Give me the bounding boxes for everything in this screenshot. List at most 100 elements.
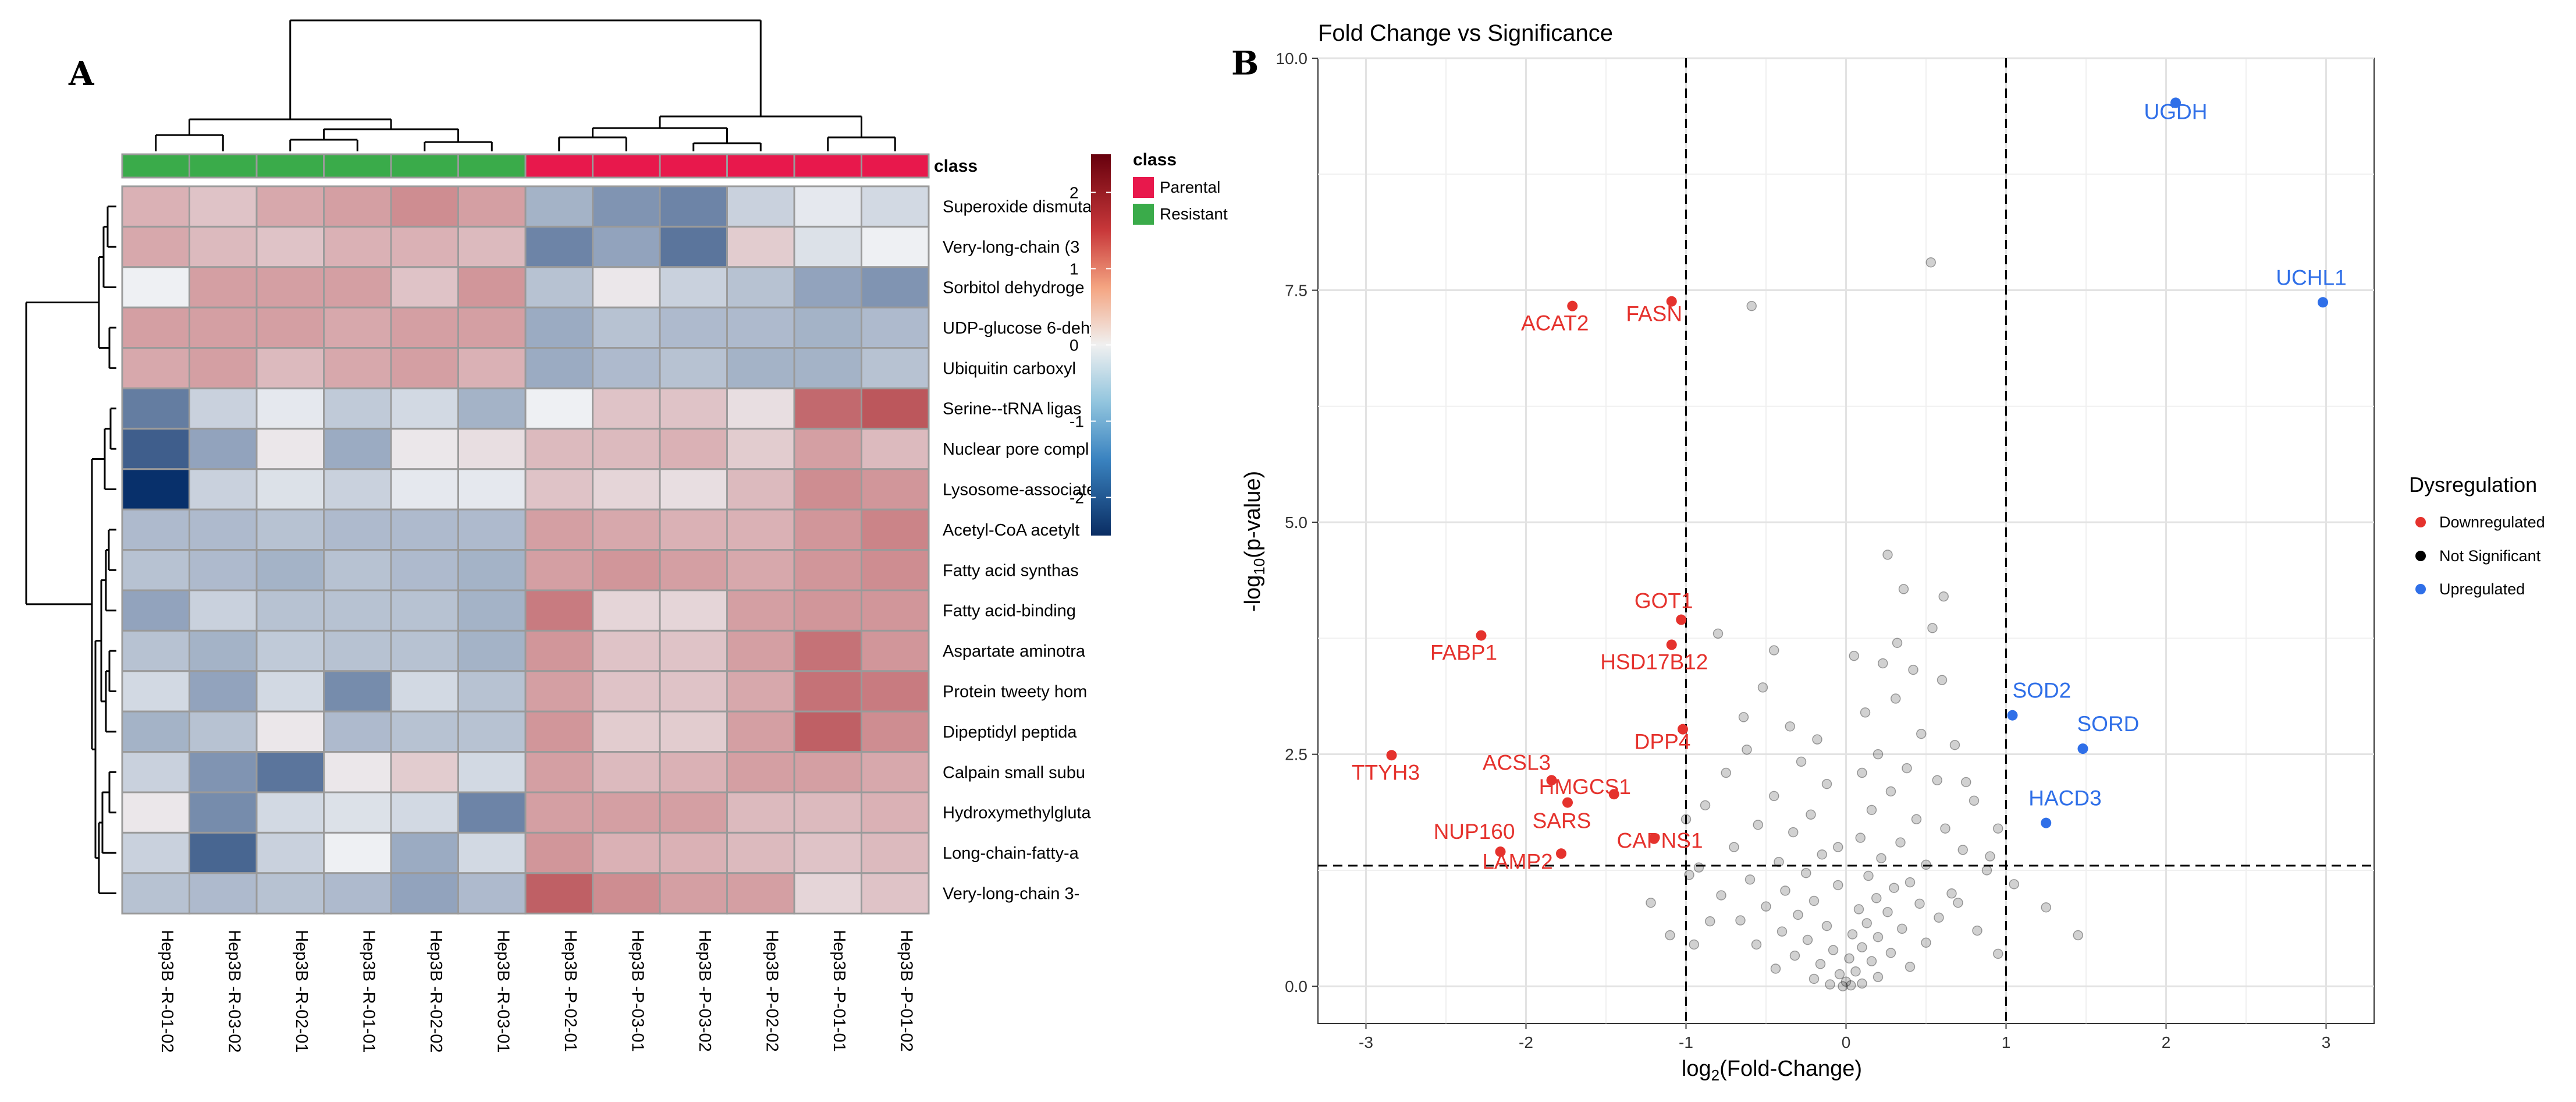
heatmap-cell	[861, 508, 930, 551]
heatmap-cell	[726, 589, 795, 632]
heatmap-cell	[189, 751, 258, 793]
point-dpp4	[1678, 724, 1688, 735]
point-not-significant	[1866, 805, 1877, 816]
heatmap-cell	[323, 185, 392, 228]
point-not-significant	[1932, 775, 1942, 786]
heatmap-cell	[659, 347, 728, 389]
point-not-significant	[1665, 930, 1675, 941]
heatmap-cell	[726, 508, 795, 551]
heatmap-cell	[861, 225, 930, 268]
heatmap-cell	[861, 185, 930, 228]
legend-label-not-significant: Not Significant	[2439, 547, 2541, 565]
point-not-significant	[1873, 972, 1884, 983]
point-not-significant	[1898, 584, 1909, 594]
heatmap-cell	[524, 629, 594, 672]
heatmap-cell	[524, 549, 594, 591]
point-ttyh3	[1386, 750, 1397, 761]
point-not-significant	[1705, 916, 1715, 927]
heatmap-cell	[861, 266, 930, 309]
point-not-significant	[1863, 870, 1874, 881]
heatmap-cell	[121, 266, 190, 309]
heatmap-cell	[390, 549, 459, 591]
heatmap-cell	[457, 710, 527, 753]
heatmap-cell	[189, 427, 258, 470]
legend-dot-not-significant	[2415, 551, 2426, 561]
heatmap-cell	[592, 387, 661, 430]
heatmap-cell	[726, 629, 795, 672]
class-bar-label: class	[934, 157, 978, 176]
heatmap-row-label: Sorbitol dehydroge	[943, 279, 1084, 297]
volcano-title: Fold Change vs Significance	[1318, 20, 1613, 46]
point-not-significant	[1776, 926, 1788, 937]
heatmap-row-label: Very-long-chain 3-	[943, 885, 1079, 903]
heatmap-cell	[861, 589, 930, 632]
point-not-significant	[1860, 707, 1871, 718]
point-not-significant	[1825, 979, 1835, 990]
point-not-significant	[1873, 749, 1884, 760]
class-bar-cell-resistant	[255, 153, 325, 179]
heatmap-row-label: Serine--tRNA ligas	[943, 400, 1082, 419]
point-not-significant	[1937, 675, 1948, 685]
point-not-significant	[1693, 862, 1704, 873]
heatmap-cell	[592, 427, 661, 470]
point-not-significant	[1738, 712, 1749, 722]
point-not-significant	[1840, 976, 1852, 987]
heatmap-cell	[793, 751, 862, 793]
heatmap-cell	[524, 387, 594, 430]
heatmap-cell	[457, 347, 527, 389]
heatmap-cell	[793, 831, 862, 874]
heatmap-cell	[189, 831, 258, 874]
point-fasn	[1666, 296, 1677, 307]
heatmap-cell	[323, 872, 392, 915]
panel-letter-b: B	[1231, 44, 1259, 83]
heatmap-cell	[457, 225, 527, 268]
heatmap-cell	[457, 872, 527, 915]
heatmap-row-label: Dipeptidyl peptida	[943, 723, 1077, 742]
heatmap-cell	[323, 629, 392, 672]
class-bar-cell-parental	[861, 153, 930, 179]
heatmap-row-label: Nuclear pore compl	[943, 440, 1089, 459]
heatmap-cell	[726, 670, 795, 713]
heatmap-column-label: Hep3B -P-01-02	[897, 930, 915, 1052]
heatmap-row-label: Aspartate aminotra	[943, 642, 1086, 661]
heatmap-cell	[726, 306, 795, 349]
class-bar-cell-parental	[592, 153, 661, 179]
point-not-significant	[1746, 300, 1757, 311]
gene-label-sod2: SOD2	[2013, 679, 2072, 703]
point-not-significant	[1927, 623, 1938, 633]
heatmap-cell	[323, 266, 392, 309]
heatmap-cell	[726, 751, 795, 793]
heatmap-cell	[592, 185, 661, 228]
gene-label-hacd3: HACD3	[2028, 786, 2101, 810]
gene-label-got1: GOT1	[1635, 589, 1693, 613]
heatmap-cell	[726, 791, 795, 834]
heatmap-column-label: Hep3B -R-02-02	[427, 930, 445, 1053]
heatmap-cell	[121, 468, 190, 511]
heatmap-row-label: UDP-glucose 6-dehy	[943, 319, 1099, 338]
heatmap-cell	[255, 791, 325, 834]
heatmap-cell	[457, 629, 527, 672]
legend-swatch-parental	[1133, 177, 1154, 198]
heatmap-row-label: Calpain small subu	[943, 763, 1085, 782]
y-tick-label: 0.0	[1285, 977, 1307, 995]
point-not-significant	[1908, 664, 1918, 675]
heatmap-cell	[861, 306, 930, 349]
heatmap-row-label: Long-chain-fatty-a	[943, 844, 1079, 863]
heatmap-cell	[793, 791, 862, 834]
point-not-significant	[1938, 591, 1949, 602]
x-axis-title: log2(Fold-Change)	[1682, 1057, 1862, 1084]
heatmap-cell	[189, 629, 258, 672]
point-not-significant	[1850, 966, 1861, 977]
point-lamp2	[1556, 848, 1566, 859]
heatmap-column-label: Hep3B -P-02-02	[762, 930, 781, 1052]
color-scale-tick-label: -2	[1070, 489, 1084, 507]
gene-label-ttyh3: TTYH3	[1352, 760, 1420, 784]
heatmap-cell	[390, 427, 459, 470]
point-not-significant	[1889, 883, 1899, 893]
heatmap-cell	[726, 387, 795, 430]
heatmap-cell	[524, 225, 594, 268]
legend-swatch-resistant	[1133, 204, 1154, 225]
heatmap-cell	[592, 791, 661, 834]
gene-label-fasn: FASN	[1626, 302, 1682, 326]
point-not-significant	[1680, 814, 1692, 825]
